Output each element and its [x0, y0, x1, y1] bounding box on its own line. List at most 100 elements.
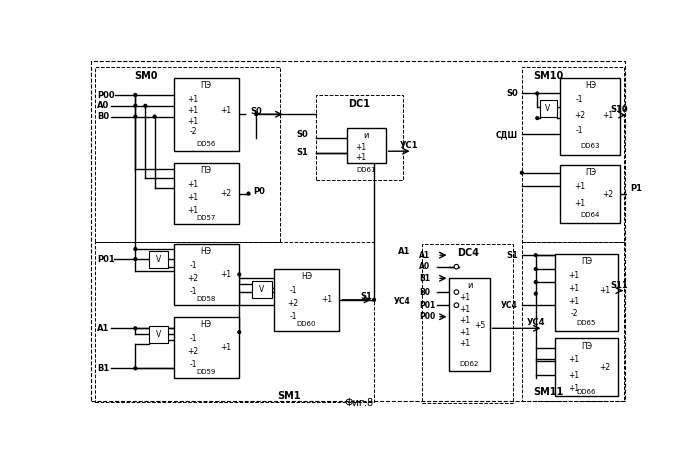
- Text: +5: +5: [475, 322, 486, 331]
- Bar: [174, 244, 239, 305]
- Text: P01: P01: [419, 301, 435, 310]
- Text: +1: +1: [187, 180, 199, 189]
- Text: S11: S11: [610, 281, 628, 290]
- Circle shape: [534, 281, 537, 284]
- Text: +1: +1: [603, 110, 614, 120]
- Bar: [252, 281, 272, 298]
- Text: +2: +2: [600, 363, 611, 372]
- Text: DD58: DD58: [196, 296, 216, 302]
- Bar: [540, 100, 556, 116]
- Text: DD56: DD56: [196, 141, 216, 147]
- Text: +1: +1: [459, 339, 470, 348]
- Bar: [274, 269, 340, 331]
- Text: +1: +1: [569, 355, 579, 365]
- Text: B1: B1: [97, 364, 109, 373]
- Circle shape: [153, 115, 156, 118]
- Circle shape: [454, 290, 459, 294]
- Text: DD64: DD64: [581, 212, 600, 218]
- Bar: [522, 242, 624, 402]
- Text: DD61: DD61: [356, 168, 376, 174]
- Text: +1: +1: [459, 316, 470, 325]
- Text: +1: +1: [569, 297, 579, 306]
- Text: -1: -1: [289, 312, 297, 321]
- Text: +1: +1: [459, 327, 470, 337]
- Text: +1: +1: [600, 286, 611, 295]
- Text: S1: S1: [296, 148, 308, 157]
- Circle shape: [134, 115, 137, 118]
- Text: +1: +1: [221, 270, 232, 279]
- Text: -1: -1: [189, 360, 197, 369]
- Text: S0: S0: [250, 108, 262, 116]
- Circle shape: [454, 264, 459, 269]
- Text: SM11: SM11: [533, 387, 563, 397]
- Bar: [522, 66, 624, 242]
- Text: B1: B1: [419, 274, 431, 283]
- Circle shape: [134, 257, 137, 261]
- Text: DC1: DC1: [348, 99, 370, 109]
- Circle shape: [255, 113, 258, 115]
- Text: и: и: [467, 282, 473, 290]
- Text: УС1: УС1: [399, 142, 418, 150]
- Text: +2: +2: [574, 110, 585, 120]
- Text: +1: +1: [355, 143, 366, 152]
- Text: A0: A0: [97, 101, 109, 110]
- Text: НЭ: НЭ: [201, 247, 212, 256]
- Text: DD66: DD66: [577, 389, 596, 395]
- Circle shape: [238, 273, 240, 276]
- Text: +1: +1: [574, 199, 585, 208]
- Text: +1: +1: [569, 271, 579, 280]
- Text: S0: S0: [296, 130, 308, 139]
- Text: +1: +1: [187, 106, 199, 115]
- Text: +2: +2: [287, 299, 298, 308]
- Text: ПЭ: ПЭ: [201, 166, 212, 175]
- Circle shape: [536, 117, 539, 120]
- Text: DD60: DD60: [296, 322, 316, 327]
- Text: -1: -1: [289, 286, 297, 295]
- Circle shape: [238, 331, 240, 333]
- Text: +1: +1: [355, 153, 366, 162]
- Text: -1: -1: [189, 287, 197, 296]
- Bar: [347, 128, 386, 163]
- Text: +2: +2: [221, 189, 232, 198]
- Text: A1: A1: [419, 251, 431, 260]
- Text: A1: A1: [398, 247, 410, 256]
- Circle shape: [534, 292, 537, 295]
- Bar: [316, 95, 403, 180]
- Circle shape: [144, 104, 147, 107]
- Text: B0: B0: [97, 112, 109, 121]
- Circle shape: [134, 93, 137, 96]
- Bar: [174, 78, 239, 151]
- Text: +1: +1: [459, 293, 470, 302]
- Text: DD65: DD65: [577, 320, 596, 326]
- Circle shape: [134, 327, 137, 330]
- Text: +1: +1: [574, 182, 585, 191]
- Text: +1: +1: [221, 106, 232, 115]
- Text: УС4: УС4: [526, 318, 545, 327]
- Circle shape: [536, 92, 539, 95]
- Circle shape: [134, 367, 137, 370]
- Text: DD63: DD63: [581, 143, 600, 149]
- Text: ПЭ: ПЭ: [585, 168, 596, 177]
- Bar: [561, 78, 621, 155]
- Circle shape: [373, 299, 375, 301]
- Text: ПЭ: ПЭ: [581, 257, 592, 266]
- Text: A0: A0: [419, 262, 431, 271]
- Text: -1: -1: [576, 95, 584, 104]
- Text: B0: B0: [419, 288, 431, 297]
- Text: +1: +1: [569, 384, 579, 393]
- Bar: [555, 254, 618, 331]
- Text: +1: +1: [569, 371, 579, 380]
- Text: P00: P00: [419, 312, 435, 321]
- Circle shape: [521, 171, 524, 174]
- Text: +1: +1: [321, 295, 332, 304]
- Bar: [149, 251, 168, 268]
- Circle shape: [534, 254, 537, 256]
- Text: DD57: DD57: [196, 215, 216, 221]
- Text: ПЭ: ПЭ: [581, 342, 592, 350]
- Text: СДШ: СДШ: [496, 130, 518, 139]
- Text: S0: S0: [506, 89, 518, 98]
- Text: A1: A1: [97, 324, 109, 333]
- Text: P00: P00: [97, 91, 115, 99]
- Text: +1: +1: [187, 206, 199, 215]
- Text: V: V: [545, 104, 551, 113]
